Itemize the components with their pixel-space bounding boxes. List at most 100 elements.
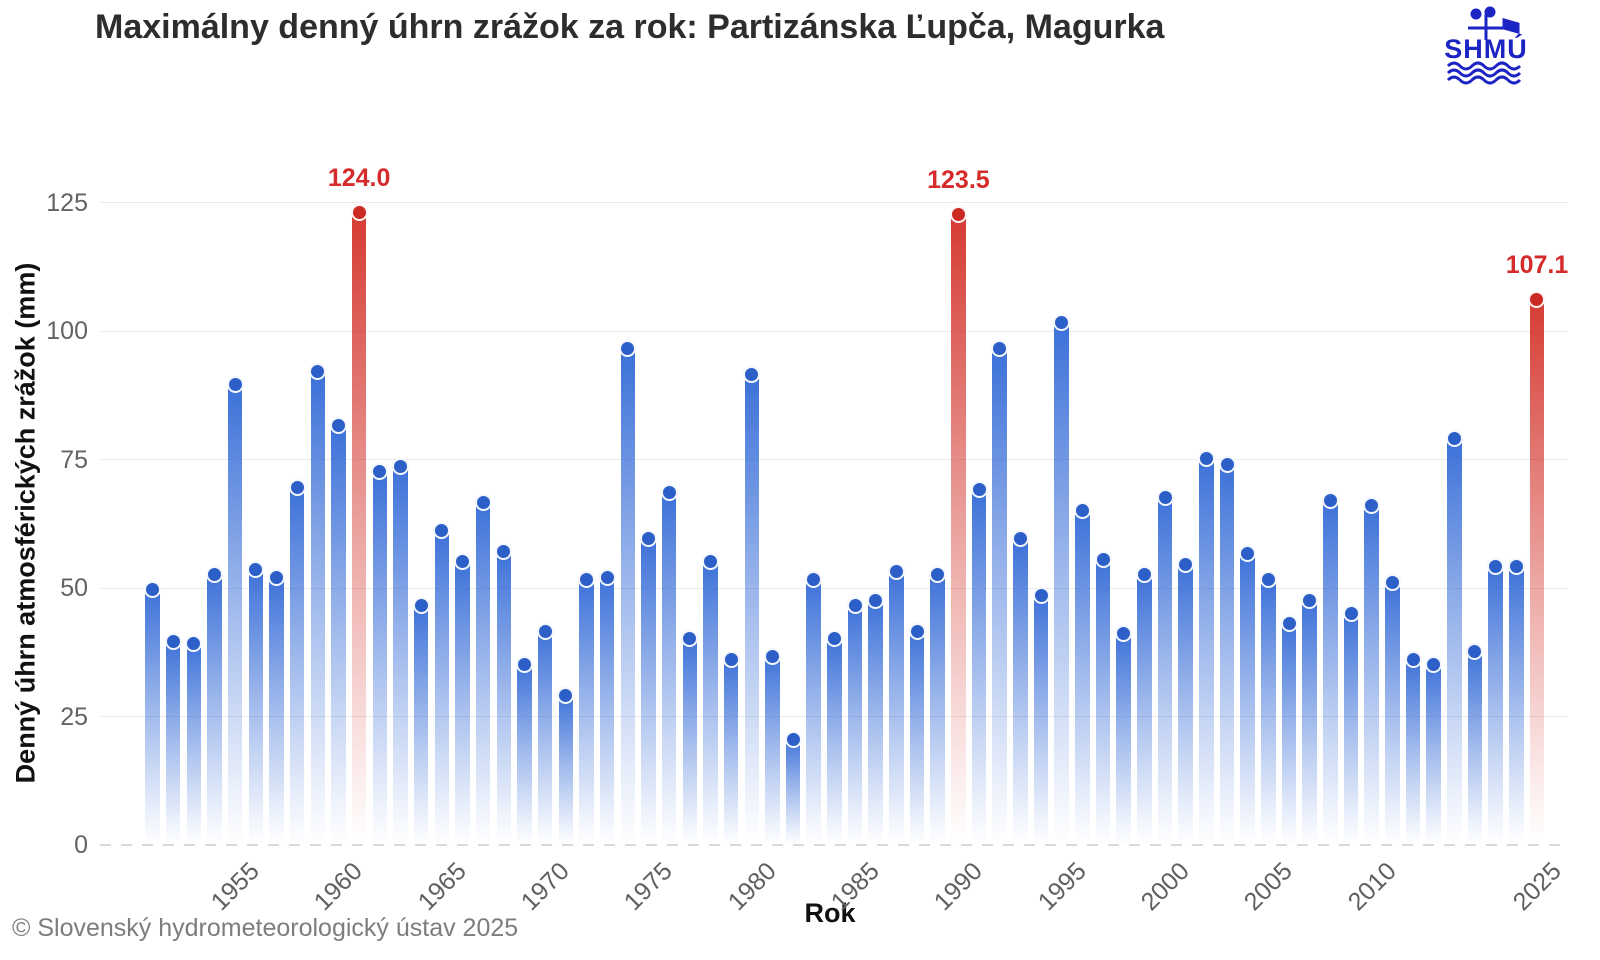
bar-1971[interactable] (557, 686, 575, 845)
bar-1968[interactable] (495, 542, 513, 845)
bar-1977[interactable] (681, 630, 699, 845)
y-tick-label-75: 75 (60, 445, 88, 474)
bar-cap-2000 (1156, 488, 1174, 506)
bar-1988[interactable] (908, 622, 926, 845)
bar-1996[interactable] (1073, 501, 1091, 845)
bar-2002[interactable] (1197, 450, 1215, 845)
bar-1994[interactable] (1032, 586, 1050, 845)
bar-cap-2014 (1445, 429, 1463, 447)
bar-1982[interactable] (784, 730, 802, 845)
bar-1957[interactable] (267, 568, 285, 845)
bar-2017[interactable] (1507, 558, 1525, 845)
bar-cap-1958 (288, 478, 306, 496)
bar-1954[interactable] (205, 566, 223, 845)
bar-cap-1999 (1135, 566, 1153, 584)
bar-1981[interactable] (763, 648, 781, 845)
bar-cap-1980 (743, 365, 761, 383)
bar-1959[interactable] (309, 363, 327, 845)
bar-2015[interactable] (1466, 643, 1484, 845)
bar-cap-1990 (949, 206, 967, 224)
bar-1975[interactable] (639, 530, 657, 845)
bar-1974[interactable] (619, 339, 637, 845)
logo-text: SHMÚ (1444, 33, 1528, 64)
bar-cap-1995 (1053, 314, 1071, 332)
bar-cap-2008 (1321, 491, 1339, 509)
bar-1983[interactable] (805, 571, 823, 845)
bar-1970[interactable] (536, 622, 554, 845)
bar-1963[interactable] (391, 458, 409, 845)
x-tick-label-1970: 1970 (515, 857, 575, 917)
bar-2016[interactable] (1487, 558, 1505, 845)
bar-2010[interactable] (1363, 496, 1381, 845)
bar-1986[interactable] (867, 591, 885, 845)
bar-1965[interactable] (433, 522, 451, 845)
bar-1973[interactable] (598, 568, 616, 845)
bar-2007[interactable] (1301, 591, 1319, 845)
bar-1989[interactable] (929, 566, 947, 845)
annotation-1990: 123.5 (927, 166, 990, 195)
bar-1956[interactable] (247, 560, 265, 845)
bar-1985[interactable] (846, 596, 864, 845)
bar-2014[interactable] (1445, 429, 1463, 845)
bar-1999[interactable] (1135, 566, 1153, 845)
bar-cap-2001 (1177, 555, 1195, 573)
bar-1969[interactable] (515, 655, 533, 845)
bar-1976[interactable] (660, 483, 678, 845)
bar-1993[interactable] (1011, 530, 1029, 845)
bar-1961[interactable] (350, 203, 368, 845)
bar-2012[interactable] (1404, 650, 1422, 845)
chart-title: Maximálny denný úhrn zrážok za rok: Part… (95, 8, 1165, 46)
bar-2004[interactable] (1239, 545, 1257, 845)
bar-1978[interactable] (701, 553, 719, 845)
bar-cap-1970 (536, 622, 554, 640)
bar-cap-1983 (805, 571, 823, 589)
bar-2013[interactable] (1425, 655, 1443, 845)
bar-cap-1997 (1094, 550, 1112, 568)
x-tick-label-2010: 2010 (1342, 857, 1402, 917)
bar-1990[interactable] (949, 206, 967, 845)
bar-cap-1993 (1011, 530, 1029, 548)
bar-1964[interactable] (412, 596, 430, 845)
x-axis-title: Rok (804, 898, 856, 928)
bar-cap-1996 (1073, 501, 1091, 519)
bar-2006[interactable] (1280, 614, 1298, 845)
bar-cap-1962 (371, 463, 389, 481)
x-tick-label-1990: 1990 (929, 857, 989, 917)
bar-cap-1953 (185, 635, 203, 653)
bar-2008[interactable] (1321, 491, 1339, 845)
bar-2000[interactable] (1156, 488, 1174, 845)
bar-cap-1955 (226, 375, 244, 393)
bar-1991[interactable] (970, 481, 988, 845)
bar-1960[interactable] (329, 417, 347, 845)
bar-1998[interactable] (1115, 625, 1133, 845)
x-tick-label-2005: 2005 (1239, 857, 1299, 917)
bar-1966[interactable] (453, 553, 471, 845)
bar-1980[interactable] (743, 365, 761, 845)
bar-2003[interactable] (1218, 455, 1236, 845)
bar-1958[interactable] (288, 478, 306, 845)
bar-2009[interactable] (1342, 604, 1360, 845)
bar-cap-1965 (433, 522, 451, 540)
bar-1997[interactable] (1094, 550, 1112, 845)
bar-1962[interactable] (371, 463, 389, 845)
bar-1972[interactable] (577, 571, 595, 845)
bar-cap-1964 (412, 596, 430, 614)
bar-1951[interactable] (144, 581, 161, 845)
annotation-2025: 107.1 (1505, 250, 1569, 279)
bar-1987[interactable] (887, 563, 905, 845)
bar-1992[interactable] (991, 339, 1009, 845)
bar-1952[interactable] (164, 632, 182, 845)
bar-1955[interactable] (226, 375, 244, 845)
bar-1967[interactable] (474, 494, 492, 845)
bar-2001[interactable] (1177, 555, 1195, 845)
bar-1979[interactable] (722, 650, 740, 845)
bar-cap-2013 (1425, 655, 1443, 673)
bar-1995[interactable] (1053, 314, 1071, 845)
bar-2025[interactable] (1528, 290, 1546, 845)
x-tick-label-1995: 1995 (1032, 857, 1092, 917)
bar-2005[interactable] (1259, 571, 1277, 845)
bar-1953[interactable] (185, 635, 203, 845)
bar-cap-1998 (1115, 625, 1133, 643)
bar-1984[interactable] (825, 630, 843, 845)
bar-2011[interactable] (1383, 573, 1401, 845)
